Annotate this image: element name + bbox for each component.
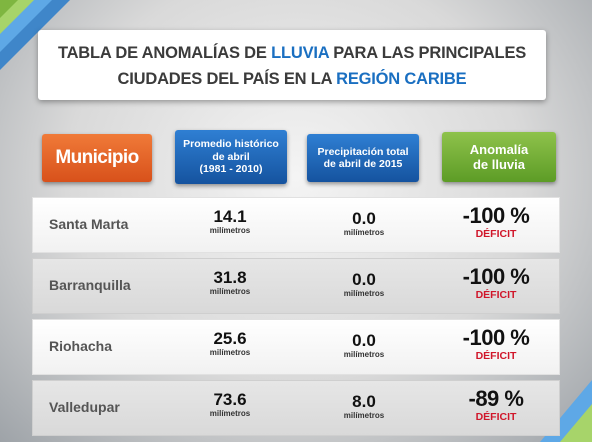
row-precipitacion: 0.0 milímetros	[343, 209, 385, 238]
row-promedio: 31.8 milímetros	[209, 268, 251, 297]
row-municipio: Santa Marta	[49, 216, 129, 232]
row-municipio: Riohacha	[49, 338, 113, 354]
row-precipitacion: 8.0 milímetros	[343, 392, 385, 421]
header-promedio-historico: Promedio histórico de abril (1981 - 2010…	[175, 130, 287, 184]
title-line-2: CIUDADES DEL PAÍS EN LA REGIÓN CARIBE	[117, 70, 467, 88]
table-header-row: Municipio Promedio histórico de abril (1…	[0, 128, 592, 186]
row-anomalia: -100 % DÉFICIT	[441, 265, 551, 302]
table-row: Santa Marta 14.1 milímetros 0.0 milímetros…	[32, 197, 560, 253]
deficit-label: DÉFICIT	[475, 411, 517, 423]
table-title: TABLA DE ANOMALÍAS DE LLUVIA PARA LAS PR…	[38, 30, 546, 100]
row-promedio: 73.6 milímetros	[209, 390, 251, 419]
row-municipio: Valledupar	[49, 399, 120, 415]
table-row: Riohacha 25.6 milímetros 0.0 milímetros -1…	[32, 319, 560, 375]
deficit-label: DÉFICIT	[475, 289, 517, 301]
row-promedio: 25.6 milímetros	[209, 329, 251, 358]
row-anomalia: -89 % DÉFICIT	[441, 387, 551, 424]
row-municipio: Barranquilla	[49, 277, 131, 293]
row-precipitacion: 0.0 milímetros	[343, 331, 385, 360]
row-anomalia: -100 % DÉFICIT	[441, 204, 551, 241]
table-row: Valledupar 73.6 milímetros 8.0 milímetros …	[32, 380, 560, 436]
deficit-label: DÉFICIT	[475, 350, 517, 362]
table-body: Santa Marta 14.1 milímetros 0.0 milímetros…	[32, 197, 560, 441]
row-precipitacion: 0.0 milímetros	[343, 270, 385, 299]
row-anomalia: -100 % DÉFICIT	[441, 326, 551, 363]
header-anomalia: Anomalía de lluvia	[442, 132, 556, 182]
deficit-label: DÉFICIT	[475, 228, 517, 240]
table-row: Barranquilla 31.8 milímetros 0.0 milímetro…	[32, 258, 560, 314]
header-precipitacion-total: Precipitación total de abril de 2015	[307, 134, 419, 182]
header-municipio: Municipio	[42, 134, 152, 182]
row-promedio: 14.1 milímetros	[209, 207, 251, 236]
title-line-1: TABLA DE ANOMALÍAS DE LLUVIA PARA LAS PR…	[57, 44, 527, 62]
